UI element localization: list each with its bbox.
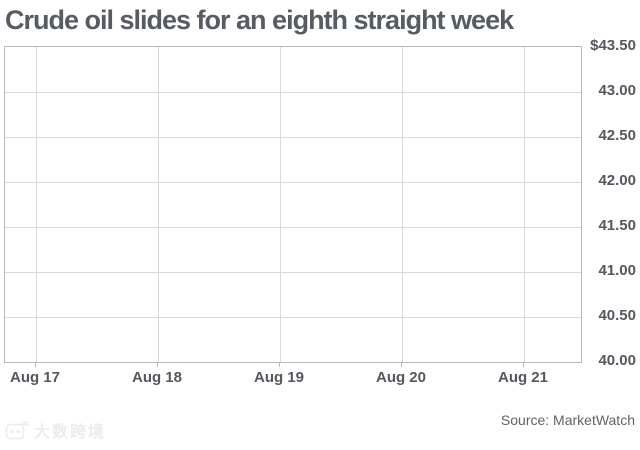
gridline-h bbox=[5, 137, 581, 138]
x-axis-tick-label: Aug 19 bbox=[253, 369, 304, 386]
source-credit: Source: MarketWatch bbox=[500, 412, 635, 428]
y-axis-tick-label: 41.00 bbox=[598, 262, 636, 279]
x-axis-tick-label: Aug 21 bbox=[497, 369, 548, 386]
watermark-text: 大数跨境 bbox=[34, 424, 107, 441]
y-axis-tick-label: 43.00 bbox=[598, 82, 636, 99]
x-axis-tick-label: Aug 20 bbox=[375, 369, 426, 386]
page-title: Crude oil slides for an eighth straight … bbox=[5, 5, 514, 35]
y-axis-tick-label: 40.00 bbox=[598, 352, 636, 369]
y-axis-tick-label: 41.50 bbox=[598, 217, 636, 234]
gridline-v bbox=[36, 47, 37, 362]
x-axis-tick-label: Aug 18 bbox=[131, 369, 182, 386]
gridline-v bbox=[524, 47, 525, 362]
y-axis-tick-label: 40.50 bbox=[598, 307, 636, 324]
x-axis-tick-mark bbox=[401, 363, 402, 367]
x-axis-tick-mark bbox=[523, 363, 524, 367]
gridline-h bbox=[5, 317, 581, 318]
gridline-h bbox=[5, 227, 581, 228]
watermark-logo-icon bbox=[5, 420, 29, 440]
x-axis-tick-mark bbox=[157, 363, 158, 367]
gridline-h bbox=[5, 272, 581, 273]
x-axis-tick-mark bbox=[279, 363, 280, 367]
gridline-v bbox=[280, 47, 281, 362]
y-axis-tick-label: 42.00 bbox=[598, 172, 636, 189]
watermark: 大数跨境 bbox=[5, 418, 106, 442]
gridline-h bbox=[5, 182, 581, 183]
gridline-v bbox=[402, 47, 403, 362]
x-axis-tick-label: Aug 17 bbox=[9, 369, 60, 386]
plot-area bbox=[4, 46, 582, 363]
gridline-h bbox=[5, 92, 581, 93]
y-axis-tick-label: 42.50 bbox=[598, 127, 636, 144]
x-axis-tick-mark bbox=[35, 363, 36, 367]
y-axis-tick-label: $43.50 bbox=[590, 37, 636, 54]
gridline-v bbox=[158, 47, 159, 362]
